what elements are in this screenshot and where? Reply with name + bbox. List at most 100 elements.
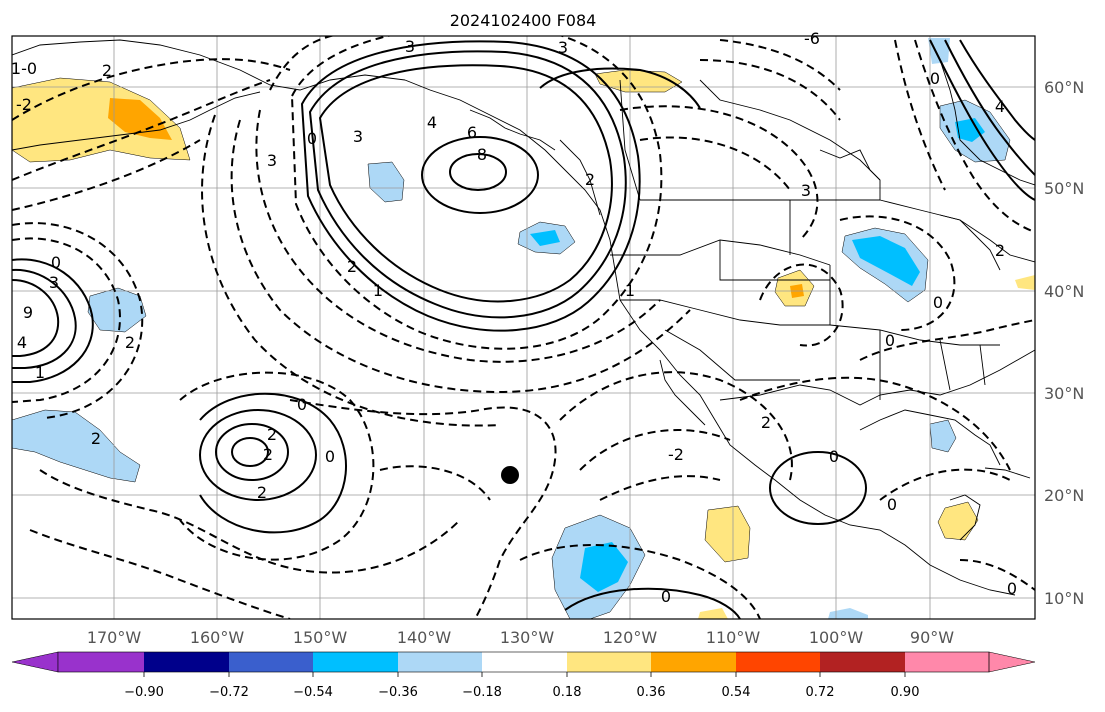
latitude-label: 40°N (1044, 282, 1084, 301)
contour-label: 4 (17, 333, 27, 352)
contour-label: -2 (16, 95, 32, 114)
longitude-label: 150°W (293, 628, 348, 647)
colorbar-tick-label: 0.54 (722, 685, 751, 700)
contour-label: 1 (625, 281, 635, 300)
contour-label: 3 (267, 151, 277, 170)
colorbar: −0.90 −0.72 −0.54 −0.36 −0.18 0.18 0.36 … (11, 651, 1036, 700)
contour-label: 4 (427, 113, 437, 132)
longitude-axis: 170°W 160°W 150°W 140°W 130°W 120°W 110°… (87, 628, 954, 647)
contour-label: 2 (995, 241, 1005, 260)
contour-label: 0 (297, 395, 307, 414)
colorbar-low-extension (11, 651, 59, 673)
contour-label: 2 (102, 61, 112, 80)
strong-negative-anomaly-region (852, 236, 920, 286)
latitude-label: 20°N (1044, 486, 1084, 505)
colorbar-tick-label: −0.18 (462, 685, 502, 700)
positive-anomaly-region (937, 501, 979, 541)
contour-label: 2 (125, 333, 135, 352)
colorbar-tick-label: 0.18 (553, 685, 582, 700)
colorbar-tick-label: −0.72 (209, 685, 249, 700)
map-frame (11, 35, 1036, 620)
colorbar-segment (820, 652, 905, 672)
contour-label: 1-0 (11, 59, 37, 78)
colorbar-tick-label: −0.36 (378, 685, 418, 700)
contour-label: 9 (23, 303, 33, 322)
longitude-label: 130°W (500, 628, 555, 647)
positive-anomaly-region (704, 505, 751, 563)
negative-anomaly-region (87, 287, 147, 333)
contour-label: 2 (347, 257, 357, 276)
coastlines (12, 39, 1035, 619)
negative-anomaly-region (928, 38, 950, 64)
colorbar-segment (229, 652, 313, 672)
colorbar-ticks (143, 672, 906, 677)
contour-label: 4 (995, 97, 1005, 116)
colorbar-segment (567, 652, 651, 672)
contour-label: 0 (933, 293, 943, 312)
strong-positive-anomaly-region (108, 98, 172, 140)
contour-label: 2 (263, 445, 273, 464)
colorbar-tick-label: −0.54 (293, 685, 333, 700)
strong-negative-anomaly-region (580, 542, 628, 592)
contour-label: 0 (885, 331, 895, 350)
shaded-anomalies (12, 38, 1035, 619)
colorbar-segment (651, 652, 736, 672)
contour-label: 0 (307, 129, 317, 148)
contour-label: 3 (405, 37, 415, 56)
contour-label: 6 (467, 123, 477, 142)
contour-label: 8 (477, 145, 487, 164)
colorbar-segment (482, 652, 567, 672)
contour-label: 3 (558, 38, 568, 57)
contour-labels: 3 3 2 -6 0 4 1-0 -2 4 3 6 8 2 1 0 3 3 2 … (11, 29, 1017, 606)
colorbar-segment (736, 652, 820, 672)
contour-label: 2 (257, 483, 267, 502)
longitude-label: 170°W (87, 628, 142, 647)
colorbar-tick-label: 0.90 (891, 685, 920, 700)
colorbar-segment (144, 652, 229, 672)
latitude-axis: 60°N 50°N 40°N 30°N 20°N 10°N (1044, 78, 1084, 608)
strong-negative-anomaly-region (955, 118, 985, 142)
latitude-label: 10°N (1044, 589, 1084, 608)
colorbar-frame (57, 651, 990, 673)
contour-label: 0 (325, 447, 335, 466)
colorbar-segment (58, 652, 144, 672)
contour-lines (12, 36, 1035, 619)
positive-anomaly-region (12, 77, 191, 163)
contour-label: 0 (661, 587, 671, 606)
longitude-label: 160°W (190, 628, 245, 647)
contour-label: 2 (91, 429, 101, 448)
colorbar-tick-label: 0.36 (637, 685, 666, 700)
contour-label: 1 (35, 363, 45, 382)
colorbar-segment (398, 652, 482, 672)
negative-anomaly-region (929, 419, 957, 453)
contour-label: 0 (887, 495, 897, 514)
contour-label: 0 (829, 447, 839, 466)
longitude-label: 120°W (603, 628, 658, 647)
contour-label: 0 (51, 253, 61, 272)
longitude-label: 100°W (809, 628, 864, 647)
colorbar-tick-label: 0.72 (806, 685, 835, 700)
contour-label: 2 (761, 413, 771, 432)
map-title: 2024102400 F084 (450, 11, 597, 30)
contour-label: 2 (585, 170, 595, 189)
colorbar-segment (905, 652, 989, 672)
latitude-label: 60°N (1044, 78, 1084, 97)
contour-label: 0 (930, 69, 940, 88)
latitude-label: 30°N (1044, 384, 1084, 403)
contour-label: 3 (353, 127, 363, 146)
contour-label: 2 (267, 425, 277, 444)
longitude-label: 110°W (706, 628, 761, 647)
contour-label: 0 (1007, 579, 1017, 598)
positive-anomaly-region (1015, 275, 1035, 290)
strong-negative-anomaly-region (530, 230, 560, 246)
colorbar-segment (313, 652, 398, 672)
storm-position-marker (501, 466, 519, 484)
contour-label: -6 (804, 29, 820, 48)
contour-label: 1 (373, 281, 383, 300)
map-panel: 3 3 2 -6 0 4 1-0 -2 4 3 6 8 2 1 0 3 3 2 … (11, 29, 1036, 620)
contour-label: -2 (668, 445, 684, 464)
colorbar-high-extension (988, 651, 1036, 673)
latitude-label: 50°N (1044, 179, 1084, 198)
longitude-label: 140°W (397, 628, 452, 647)
